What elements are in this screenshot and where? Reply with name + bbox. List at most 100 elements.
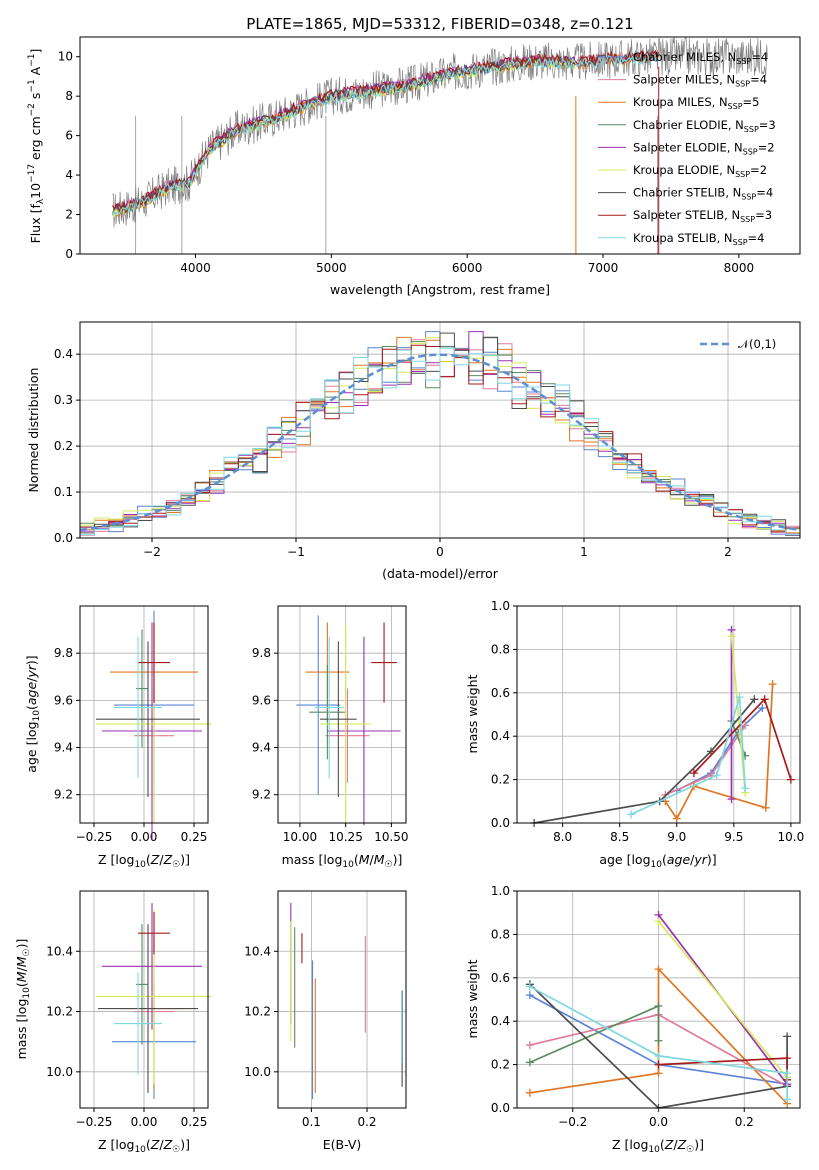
panel-z-weight: −0.2 0.0 0.2 0.0 0.2 0.4 0.6 0.8 1.0 Z [log10(Z/…	[465, 884, 801, 1155]
tick-label-y: 9.8	[252, 646, 271, 660]
z-age-ylabel: age [log10(age/yr)]	[24, 655, 42, 772]
weight-marker-1	[741, 721, 750, 730]
residuals-frame	[79, 321, 801, 539]
weight-marker-8	[735, 693, 744, 702]
tick-label-y: 0	[65, 247, 73, 261]
tick-label-x: 0.25	[181, 1115, 208, 1129]
weight-marker-6	[783, 1032, 792, 1041]
tick-label-y: 9.6	[252, 693, 271, 707]
panel-ebv-mass: 0.1 0.2 10.0 10.2 10.4 E(B-V)	[244, 890, 407, 1152]
tick-label-y: 10.4	[244, 944, 271, 958]
weight-line-8	[529, 985, 788, 1100]
tick-label-y: 10.2	[244, 1005, 271, 1019]
model-spectrum-line-8	[112, 52, 660, 216]
weight-marker-7	[654, 1060, 663, 1069]
spectrum-frame	[79, 36, 801, 255]
tick-label-x: 0.00	[131, 830, 158, 844]
weight-marker-6	[750, 695, 759, 704]
z-weight-xlabel: Z [log10(Z/Z☉)]	[612, 1137, 704, 1155]
tick-label-y: 2	[65, 208, 73, 222]
weight-marker-2	[654, 965, 663, 974]
tick-label-x: 7000	[588, 261, 619, 275]
tick-label-y: 10.2	[46, 1005, 73, 1019]
tick-label-x: −0.2	[558, 1115, 587, 1129]
tick-label-y: 0.3	[54, 393, 73, 407]
weight-marker-0	[525, 991, 534, 1000]
model-spectrum-line-1	[112, 49, 659, 215]
tick-label-y: 0.8	[491, 927, 510, 941]
tick-label-y: 9.6	[54, 693, 73, 707]
residuals-legend: 𝒩(0,1)	[700, 337, 776, 351]
weight-marker-5	[654, 917, 663, 926]
tick-label-x: 2	[724, 545, 732, 559]
tick-label-x: 5000	[316, 261, 347, 275]
legend-label-0: Chabrier MILES, NSSP=4	[633, 50, 768, 66]
tick-label-y: 0.1	[54, 485, 73, 499]
weight-line-2	[664, 684, 774, 821]
mass-age-xlabel: mass [log10(M/M☉)]	[282, 852, 403, 870]
tick-label-x: 0.1	[302, 1115, 321, 1129]
tick-label-y: 9.4	[252, 741, 271, 755]
weight-marker-2	[768, 680, 777, 689]
tick-label-y: 9.2	[54, 788, 73, 802]
tick-label-x: 0.2	[735, 1115, 754, 1129]
weight-marker-8	[783, 1095, 792, 1104]
tick-label-y: 0.0	[54, 531, 73, 545]
tick-label-y: 4	[65, 168, 73, 182]
weight-marker-8	[712, 771, 721, 780]
legend-label-7: Salpeter STELIB, NSSP=3	[633, 208, 772, 224]
legend-label-6: Chabrier STELIB, NSSP=4	[633, 186, 773, 202]
tick-label-x: −0.25	[76, 1115, 113, 1129]
tick-label-x: −1	[287, 545, 305, 559]
weight-marker-2	[761, 803, 770, 812]
legend-label-5: Kroupa ELODIE, NSSP=2	[633, 163, 767, 179]
weight-line-5	[730, 636, 747, 793]
model-spectrum-line-2	[112, 52, 660, 217]
legend-label-8: Kroupa STELIB, NSSP=4	[633, 231, 764, 247]
tick-label-y: 0.4	[491, 729, 510, 743]
tick-label-y: 10.0	[46, 1065, 73, 1079]
weight-line-8	[630, 696, 747, 816]
tick-label-x: 9.0	[667, 830, 686, 844]
tick-label-y: 6	[65, 129, 73, 143]
normal-curve	[79, 353, 801, 532]
legend-label-normal: 𝒩(0,1)	[738, 337, 776, 351]
weight-marker-7	[786, 775, 795, 784]
panel-z-mass: −0.25 0.00 0.25 10.0 10.2 10.4 Z [log10(Z/Z☉)…	[14, 890, 212, 1155]
tick-label-x: −0.25	[76, 830, 113, 844]
tick-label-y: 0.0	[491, 1101, 510, 1115]
tick-label-x: 10.00	[283, 830, 317, 844]
tick-label-y: 0.2	[54, 439, 73, 453]
tick-label-y: 0.4	[54, 347, 73, 361]
panel-spectrum: 4000 5000 6000 7000 8000 0 2 4 6 8 10 Chabrier MIL…	[27, 36, 801, 297]
tick-label-x: 0.2	[357, 1115, 376, 1129]
spectrum-xlabel: wavelength [Angstrom, rest frame]	[330, 282, 550, 297]
weight-marker-7	[689, 769, 698, 778]
legend-label-2: Kroupa MILES, NSSP=5	[633, 95, 759, 111]
residuals-ylabel: Normed distribution	[26, 368, 41, 493]
z-weight-ylabel: mass weight	[465, 959, 480, 1038]
weight-line-5	[657, 920, 788, 1079]
tick-label-x: 8.0	[553, 830, 572, 844]
weight-marker-1	[525, 1041, 534, 1050]
panel-z-age: −0.25 0.00 0.25 9.2 9.4 9.6 9.8 Z [log10(Z/Z☉)…	[24, 605, 212, 870]
tick-label-y: 8	[65, 89, 73, 103]
weight-marker-0	[758, 703, 767, 712]
tick-label-x: 8000	[724, 261, 755, 275]
tick-label-x: 10.0	[778, 830, 805, 844]
spectrum-legend: Chabrier MILES, NSSP=4 Salpeter MILES, NS…	[598, 50, 776, 247]
tick-label-x: 0	[436, 545, 444, 559]
z-age-xlabel: Z [log10(Z/Z☉)]	[98, 852, 190, 870]
tick-label-y: 9.2	[252, 788, 271, 802]
legend-label-4: Salpeter ELODIE, NSSP=2	[633, 140, 775, 156]
weight-marker-3	[654, 1036, 663, 1045]
tick-label-x: 9.5	[724, 830, 743, 844]
tick-label-y: 9.8	[54, 646, 73, 660]
weight-marker-8	[654, 1051, 663, 1060]
spectrum-ylabel: Flux [fλ10−17 erg cm−2 s−1 A−1]	[27, 49, 46, 244]
tick-label-y: 0.2	[491, 773, 510, 787]
weight-line-0	[676, 707, 763, 792]
model-spectrum-line-6	[112, 49, 660, 216]
tick-label-y: 0.0	[491, 816, 510, 830]
tick-label-y: 10	[58, 50, 73, 64]
